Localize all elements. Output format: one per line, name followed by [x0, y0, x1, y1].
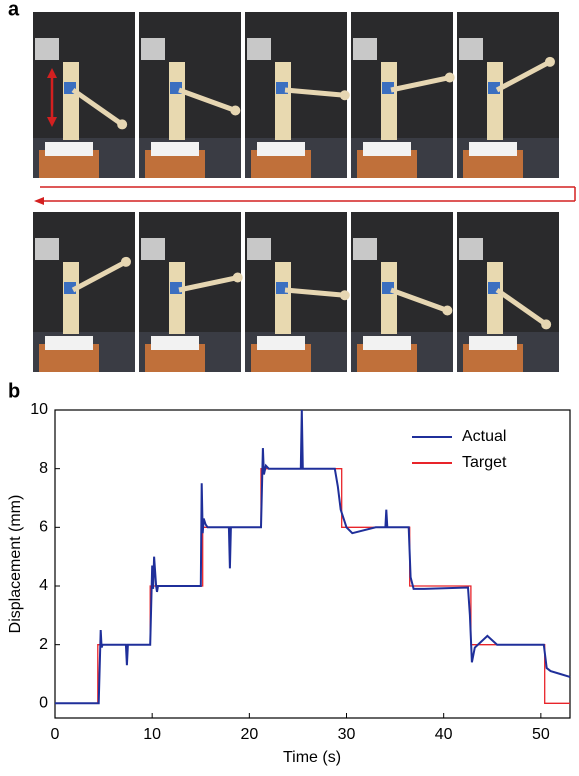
photo-detail — [247, 38, 271, 60]
photo-detail — [459, 238, 483, 260]
photo-detail — [487, 262, 503, 334]
legend-label: Target — [462, 454, 507, 471]
x-tick-label: 50 — [532, 726, 550, 743]
x-tick-label: 30 — [338, 726, 356, 743]
photo-detail — [71, 259, 128, 293]
photo-detail — [178, 275, 239, 293]
y-tick-label: 0 — [39, 695, 48, 712]
photo-detail — [63, 262, 79, 334]
data-line — [55, 409, 571, 705]
y-tick-label: 4 — [39, 577, 48, 594]
arrow-head — [47, 68, 57, 78]
photo-detail — [275, 62, 291, 140]
photo-detail — [257, 336, 305, 350]
photo-detail — [390, 75, 451, 93]
photo-detail — [45, 142, 93, 156]
photo-detail — [35, 38, 59, 60]
photo-detail — [541, 319, 552, 330]
photo-detail — [45, 336, 93, 350]
legend-label: Actual — [462, 428, 506, 445]
photo-detail — [381, 262, 397, 334]
y-axis-label: Displacement (mm) — [7, 495, 24, 634]
photo-detail — [339, 290, 350, 301]
plot-frame — [54, 409, 571, 719]
photo-detail — [117, 119, 128, 130]
photo-detail — [469, 142, 517, 156]
photo-detail — [363, 336, 411, 350]
photo-detail — [232, 272, 243, 283]
x-tick-label: 20 — [240, 726, 258, 743]
y-tick-label: 10 — [30, 401, 48, 418]
photo-detail — [64, 282, 76, 294]
photo-detail — [469, 336, 517, 350]
photo-detail — [230, 105, 241, 116]
photo-panel — [33, 12, 559, 372]
photo-detail — [442, 305, 453, 316]
photo-detail — [35, 238, 59, 260]
photo-detail — [495, 59, 552, 93]
photo-detail — [353, 238, 377, 260]
panel-label: a — [8, 0, 20, 20]
data-line — [55, 468, 570, 704]
x-tick-label: 40 — [435, 726, 453, 743]
arrow-head — [47, 117, 57, 127]
photo-detail — [488, 82, 500, 94]
y-tick-label: 2 — [39, 636, 48, 653]
photo-detail — [284, 287, 345, 298]
photo-detail — [169, 62, 185, 140]
photo-detail — [63, 62, 79, 140]
arrow-head — [34, 197, 44, 205]
photo-detail — [381, 62, 397, 140]
photo-detail — [487, 62, 503, 140]
photo-detail — [151, 336, 199, 350]
panel-label: b — [8, 380, 20, 402]
photo-detail — [169, 262, 185, 334]
y-tick-label: 8 — [39, 460, 48, 477]
photo-detail — [339, 90, 350, 101]
photo-detail — [382, 82, 394, 94]
photo-detail — [170, 282, 182, 294]
photo-detail — [495, 287, 548, 327]
photo-detail — [353, 38, 377, 60]
photo-detail — [284, 87, 345, 98]
photo-detail — [247, 238, 271, 260]
photo-detail — [363, 142, 411, 156]
x-axis-label: Time (s) — [283, 749, 341, 766]
photo-detail — [544, 56, 555, 67]
photo-detail — [141, 238, 165, 260]
y-tick-label: 6 — [39, 519, 48, 536]
photo-detail — [141, 38, 165, 60]
x-tick-label: 0 — [51, 726, 60, 743]
photo-detail — [459, 38, 483, 60]
photo-detail — [257, 142, 305, 156]
photo-detail — [390, 287, 449, 313]
photo-detail — [151, 142, 199, 156]
photo-detail — [444, 72, 455, 83]
photo-detail — [120, 256, 131, 267]
x-tick-label: 10 — [143, 726, 161, 743]
photo-detail — [275, 262, 291, 334]
photo-detail — [178, 87, 237, 113]
photo-detail — [71, 87, 124, 127]
